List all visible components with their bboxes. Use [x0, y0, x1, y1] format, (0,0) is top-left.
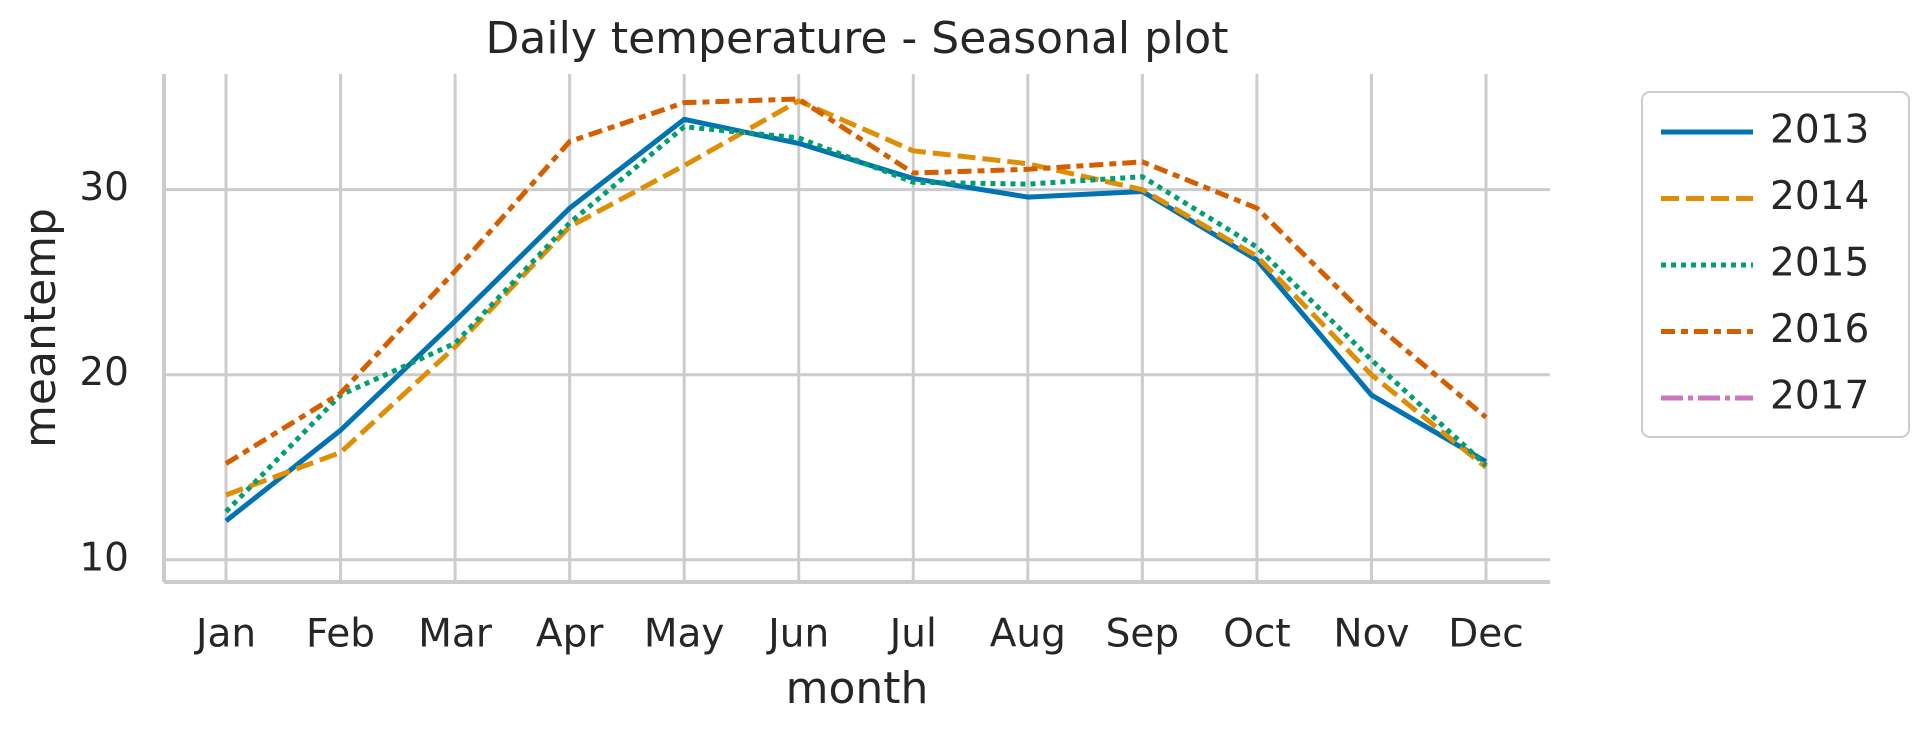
series-line: [224, 124, 1488, 514]
x-tick-label: Mar: [418, 612, 493, 657]
y-axis-label: meantemp: [15, 208, 66, 448]
legend-label: 2013: [1770, 108, 1869, 153]
x-tick-label: Nov: [1333, 612, 1409, 657]
x-axis-label: month: [786, 663, 929, 714]
series-line: [225, 98, 1488, 498]
x-tick-label: Jan: [193, 612, 256, 657]
x-tick-label: May: [644, 612, 725, 657]
series-line: [224, 96, 1488, 466]
x-tick-label: Dec: [1448, 612, 1523, 657]
x-tick-label: Apr: [536, 612, 604, 657]
legend-label: 2014: [1770, 174, 1869, 219]
series-line: [224, 116, 1488, 523]
legend-label: 2016: [1770, 307, 1869, 352]
x-tick-label: Jun: [765, 612, 829, 657]
y-tick-label: 20: [79, 350, 129, 395]
y-tick-label: 30: [79, 165, 129, 210]
y-tick-label: 10: [79, 535, 129, 580]
legend-label: 2015: [1770, 241, 1869, 286]
x-tick-label: Aug: [990, 612, 1066, 657]
legend-box: [1641, 91, 1910, 438]
legend-label: 2017: [1770, 374, 1869, 419]
x-tick-label: Feb: [306, 612, 375, 657]
x-tick-label: Jul: [887, 612, 937, 657]
chart-title: Daily temperature - Seasonal plot: [486, 13, 1229, 64]
x-tick-label: Oct: [1223, 612, 1290, 657]
x-tick-label: Sep: [1106, 612, 1180, 657]
